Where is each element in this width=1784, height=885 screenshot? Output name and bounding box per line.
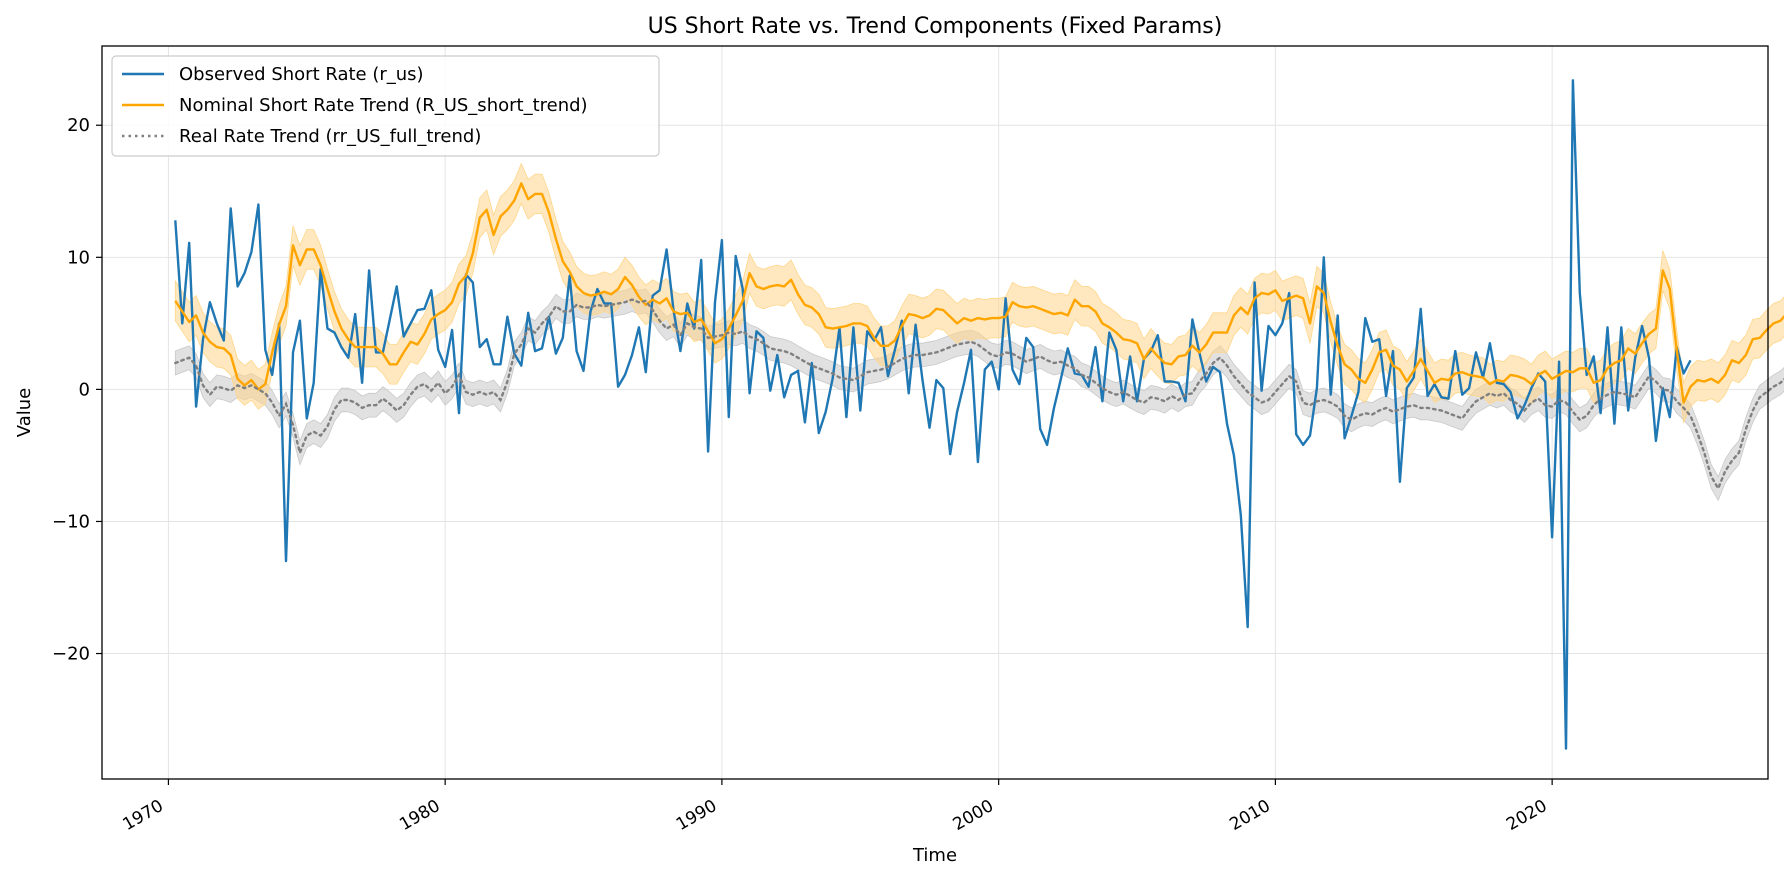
legend-label-real-trend: Real Rate Trend (rr_US_full_trend) xyxy=(179,126,481,147)
y-axis-label: Value xyxy=(14,388,35,437)
y-tick-label: −10 xyxy=(52,511,90,532)
series-lines xyxy=(174,79,1784,750)
y-tick-label: 0 xyxy=(79,379,90,400)
y-tick-label: 20 xyxy=(67,115,90,136)
legend-box xyxy=(111,55,660,157)
real-trend-line xyxy=(174,298,1784,492)
y-tick-label: 10 xyxy=(67,247,90,268)
observed-short-rate-line xyxy=(174,79,1692,750)
legend: Observed Short Rate (r_us) Nominal Short… xyxy=(111,55,660,157)
legend-label-observed: Observed Short Rate (r_us) xyxy=(179,64,424,85)
x-axis-label: Time xyxy=(912,845,957,866)
legend-label-nominal-trend: Nominal Short Rate Trend (R_US_short_tre… xyxy=(179,95,588,116)
nominal-trend-line xyxy=(174,182,1784,404)
y-tick-label: −20 xyxy=(52,644,90,665)
plot-frame xyxy=(101,45,1769,780)
chart-title: US Short Rate vs. Trend Components (Fixe… xyxy=(648,14,1223,39)
